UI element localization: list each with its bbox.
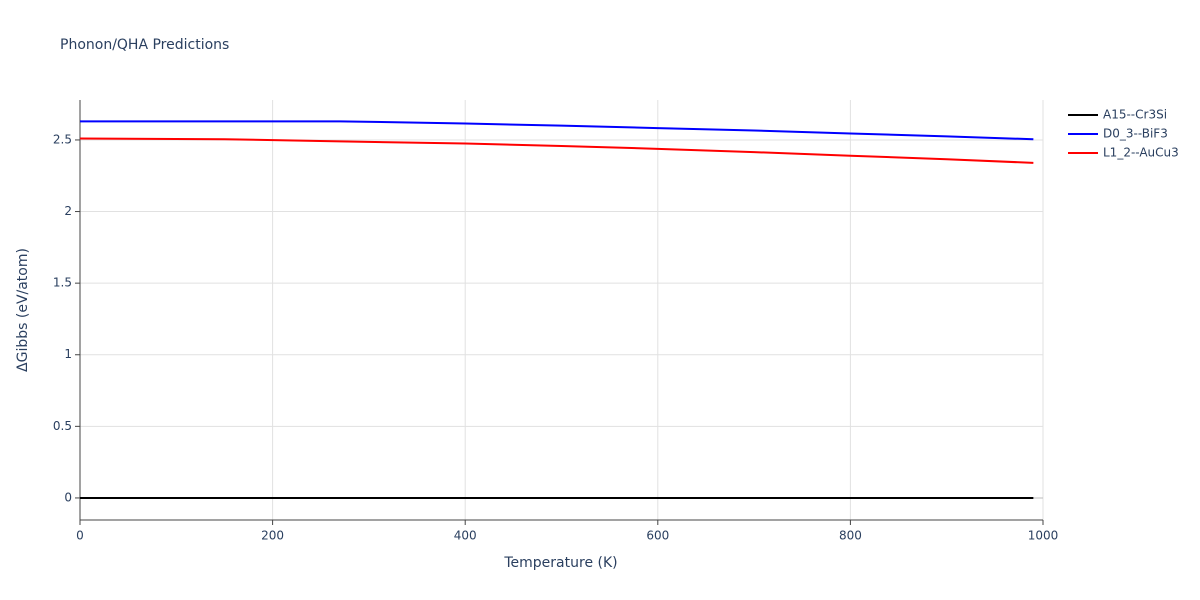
x-tick-label: 0: [76, 529, 84, 543]
legend-label: L1_2--AuCu3: [1103, 146, 1179, 160]
y-tick-label: 2: [64, 204, 72, 218]
legend-label: D0_3--BiF3: [1103, 127, 1168, 141]
y-tick-label: 2.5: [53, 132, 72, 146]
x-tick-label: 400: [454, 529, 477, 543]
chart-title: Phonon/QHA Predictions: [60, 37, 229, 53]
line-series: [80, 120, 1034, 141]
x-tick-label: 800: [839, 529, 862, 543]
y-tick-label: 1.5: [53, 276, 72, 290]
x-tick-label: 200: [261, 529, 284, 543]
y-tick-label: 0.5: [53, 419, 72, 433]
x-tick-label: 600: [646, 529, 669, 543]
y-tick-label: 0: [64, 490, 72, 504]
x-tick-label: 1000: [1028, 529, 1059, 543]
x-axis-title: Temperature (K): [503, 555, 617, 571]
line-series: [79, 137, 1034, 164]
y-tick-label: 1: [64, 347, 72, 361]
legend-label: A15--Cr3Si: [1103, 108, 1167, 122]
y-axis-title: ΔGibbs (eV/atom): [15, 248, 31, 372]
